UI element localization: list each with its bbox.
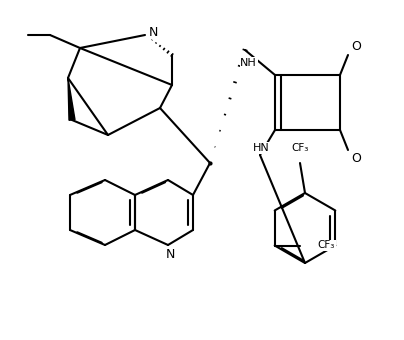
Text: N: N (148, 26, 158, 38)
Text: HN: HN (253, 143, 270, 153)
Text: CF₃: CF₃ (318, 240, 335, 251)
Text: N: N (165, 249, 175, 261)
Text: NH: NH (240, 58, 257, 68)
Text: CF₃: CF₃ (291, 143, 309, 153)
Polygon shape (68, 78, 75, 120)
Text: O: O (351, 152, 361, 165)
Text: O: O (351, 40, 361, 53)
